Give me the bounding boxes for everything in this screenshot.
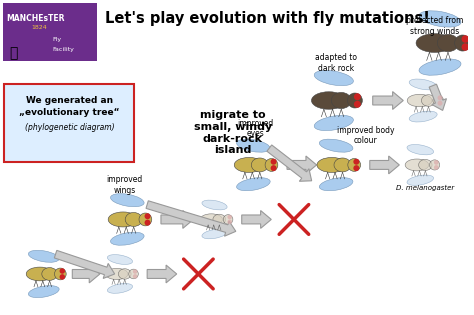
FancyBboxPatch shape [3, 3, 97, 61]
Ellipse shape [223, 215, 233, 224]
Ellipse shape [438, 34, 459, 52]
Ellipse shape [407, 175, 434, 185]
Ellipse shape [228, 215, 232, 219]
Ellipse shape [353, 159, 359, 165]
Ellipse shape [237, 139, 270, 152]
Polygon shape [73, 265, 100, 283]
Ellipse shape [145, 220, 151, 226]
Ellipse shape [405, 159, 428, 171]
Text: protected from
strong winds: protected from strong winds [406, 16, 464, 36]
Ellipse shape [26, 267, 54, 281]
Polygon shape [267, 145, 312, 181]
Ellipse shape [419, 159, 432, 170]
Polygon shape [161, 210, 193, 228]
Ellipse shape [317, 158, 347, 172]
Polygon shape [147, 265, 177, 283]
Ellipse shape [348, 158, 361, 171]
Text: improved
eyes: improved eyes [237, 119, 273, 138]
Ellipse shape [409, 79, 437, 90]
Ellipse shape [200, 214, 222, 225]
Ellipse shape [213, 214, 226, 225]
Ellipse shape [125, 213, 142, 226]
Ellipse shape [407, 145, 434, 155]
Ellipse shape [133, 269, 137, 274]
Polygon shape [287, 156, 317, 174]
Ellipse shape [145, 213, 151, 219]
Text: improved
wings: improved wings [106, 175, 143, 195]
Ellipse shape [462, 43, 469, 51]
Ellipse shape [228, 220, 232, 224]
Ellipse shape [133, 274, 137, 279]
Text: (phylogenetic diagram): (phylogenetic diagram) [25, 123, 114, 132]
Text: D. melanogaster: D. melanogaster [396, 185, 454, 191]
Ellipse shape [271, 165, 277, 171]
Ellipse shape [251, 158, 268, 172]
Ellipse shape [429, 160, 440, 170]
Ellipse shape [455, 35, 471, 51]
Polygon shape [146, 201, 236, 236]
Ellipse shape [347, 93, 362, 108]
Text: „evolutionary tree“: „evolutionary tree“ [19, 108, 119, 117]
Ellipse shape [237, 178, 270, 191]
Ellipse shape [271, 159, 277, 165]
Ellipse shape [202, 200, 227, 210]
Text: We generated an: We generated an [26, 95, 113, 105]
Ellipse shape [42, 267, 57, 280]
Ellipse shape [314, 115, 354, 131]
Ellipse shape [265, 158, 278, 171]
Text: 🪰: 🪰 [9, 46, 18, 60]
Polygon shape [242, 210, 271, 228]
Ellipse shape [28, 250, 59, 262]
Text: migrate to
small, windy
dark-rock
island: migrate to small, windy dark-rock island [194, 111, 272, 155]
Ellipse shape [354, 93, 361, 100]
Ellipse shape [416, 34, 453, 52]
Polygon shape [373, 92, 403, 109]
Polygon shape [429, 84, 447, 111]
Ellipse shape [419, 59, 461, 75]
Ellipse shape [234, 158, 264, 172]
Text: 1824: 1824 [31, 25, 46, 30]
Ellipse shape [434, 160, 438, 165]
Ellipse shape [407, 94, 432, 107]
Text: Facility: Facility [53, 47, 74, 52]
Ellipse shape [419, 11, 461, 27]
Ellipse shape [108, 284, 133, 293]
Polygon shape [370, 156, 399, 174]
Ellipse shape [319, 178, 353, 191]
Ellipse shape [434, 165, 438, 170]
Ellipse shape [60, 268, 65, 274]
Ellipse shape [421, 95, 436, 106]
Ellipse shape [462, 35, 469, 43]
Ellipse shape [110, 232, 144, 245]
Ellipse shape [438, 101, 443, 106]
Ellipse shape [202, 229, 227, 239]
FancyBboxPatch shape [4, 84, 134, 162]
Polygon shape [55, 250, 115, 278]
Ellipse shape [334, 158, 351, 172]
Text: improved body
colour: improved body colour [337, 126, 394, 145]
Ellipse shape [139, 213, 152, 226]
Text: MANCHEsTER: MANCHEsTER [6, 14, 65, 23]
Ellipse shape [319, 139, 353, 152]
Ellipse shape [354, 101, 361, 108]
Ellipse shape [433, 95, 444, 106]
Text: Fly: Fly [53, 37, 62, 42]
Ellipse shape [438, 95, 443, 100]
Ellipse shape [118, 269, 131, 279]
Ellipse shape [409, 111, 437, 122]
Ellipse shape [106, 268, 128, 280]
Ellipse shape [108, 212, 138, 227]
Ellipse shape [314, 71, 354, 86]
Ellipse shape [129, 269, 138, 279]
Ellipse shape [108, 255, 133, 264]
Ellipse shape [110, 194, 144, 207]
Text: adapted to
dark rock: adapted to dark rock [315, 53, 357, 73]
Text: Let's play evolution with fly mutations!: Let's play evolution with fly mutations! [105, 11, 430, 26]
Ellipse shape [28, 286, 59, 298]
Ellipse shape [353, 165, 359, 171]
Ellipse shape [331, 92, 351, 109]
Ellipse shape [55, 268, 66, 280]
Ellipse shape [60, 274, 65, 280]
Ellipse shape [311, 92, 346, 109]
